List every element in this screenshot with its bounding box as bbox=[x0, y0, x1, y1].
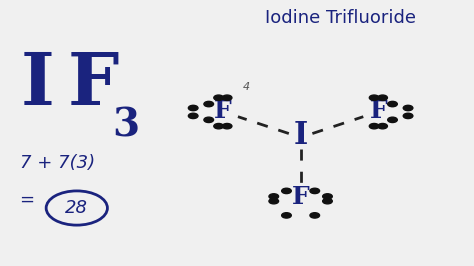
Circle shape bbox=[388, 101, 397, 107]
Text: F: F bbox=[67, 49, 118, 120]
Text: 3: 3 bbox=[112, 107, 139, 145]
Text: F: F bbox=[370, 99, 387, 123]
Circle shape bbox=[282, 213, 292, 218]
Circle shape bbox=[188, 105, 198, 111]
Text: Iodine Trifluoride: Iodine Trifluoride bbox=[265, 9, 416, 27]
Text: F: F bbox=[214, 99, 232, 123]
Circle shape bbox=[222, 95, 232, 100]
Text: I: I bbox=[20, 49, 54, 120]
Circle shape bbox=[269, 194, 279, 199]
Circle shape bbox=[388, 117, 397, 123]
Circle shape bbox=[323, 198, 332, 204]
Circle shape bbox=[222, 123, 232, 129]
Circle shape bbox=[214, 123, 223, 129]
Circle shape bbox=[378, 123, 387, 129]
Circle shape bbox=[282, 188, 292, 194]
Circle shape bbox=[403, 113, 413, 119]
Text: 7 + 7(3): 7 + 7(3) bbox=[20, 154, 95, 172]
Text: 4: 4 bbox=[243, 82, 250, 92]
Circle shape bbox=[204, 117, 213, 123]
Circle shape bbox=[188, 113, 198, 119]
Text: F: F bbox=[292, 185, 310, 210]
Circle shape bbox=[369, 95, 379, 100]
Text: =: = bbox=[20, 191, 41, 209]
Circle shape bbox=[403, 105, 413, 111]
Circle shape bbox=[204, 101, 213, 107]
Circle shape bbox=[323, 194, 332, 199]
Circle shape bbox=[310, 188, 319, 194]
Text: I: I bbox=[293, 120, 308, 151]
Circle shape bbox=[310, 213, 319, 218]
Circle shape bbox=[214, 95, 223, 100]
Circle shape bbox=[369, 123, 379, 129]
Circle shape bbox=[378, 95, 387, 100]
Circle shape bbox=[269, 198, 279, 204]
Text: 28: 28 bbox=[65, 199, 88, 217]
